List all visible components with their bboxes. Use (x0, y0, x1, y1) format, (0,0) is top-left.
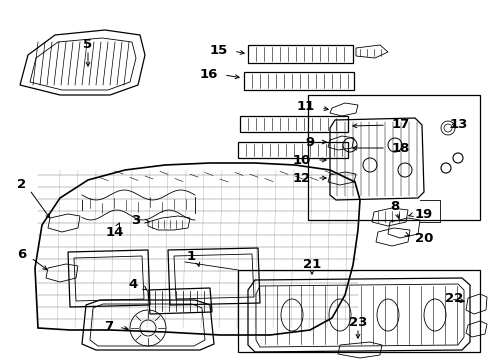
Text: 4: 4 (128, 278, 138, 291)
Text: 14: 14 (105, 225, 124, 238)
Text: 11: 11 (296, 100, 314, 113)
Text: 8: 8 (389, 199, 399, 212)
Text: 23: 23 (348, 315, 366, 328)
Text: 2: 2 (17, 179, 26, 192)
Text: 18: 18 (391, 141, 409, 154)
Text: 15: 15 (209, 44, 227, 57)
Text: 5: 5 (83, 37, 92, 50)
Text: 13: 13 (449, 118, 468, 131)
Bar (238, 270, 479, 352)
Text: 20: 20 (414, 231, 432, 244)
Text: 1: 1 (186, 249, 196, 262)
Text: 19: 19 (414, 207, 432, 220)
Text: 3: 3 (130, 213, 140, 226)
Text: 21: 21 (302, 257, 321, 270)
Text: 12: 12 (292, 171, 310, 184)
Text: 9: 9 (305, 135, 314, 148)
Text: 10: 10 (292, 153, 310, 166)
Bar (307, 95, 479, 220)
Text: 7: 7 (103, 320, 113, 333)
Text: 6: 6 (17, 248, 26, 261)
Text: 17: 17 (391, 118, 409, 131)
Text: 22: 22 (444, 292, 462, 305)
Text: 16: 16 (199, 68, 218, 81)
